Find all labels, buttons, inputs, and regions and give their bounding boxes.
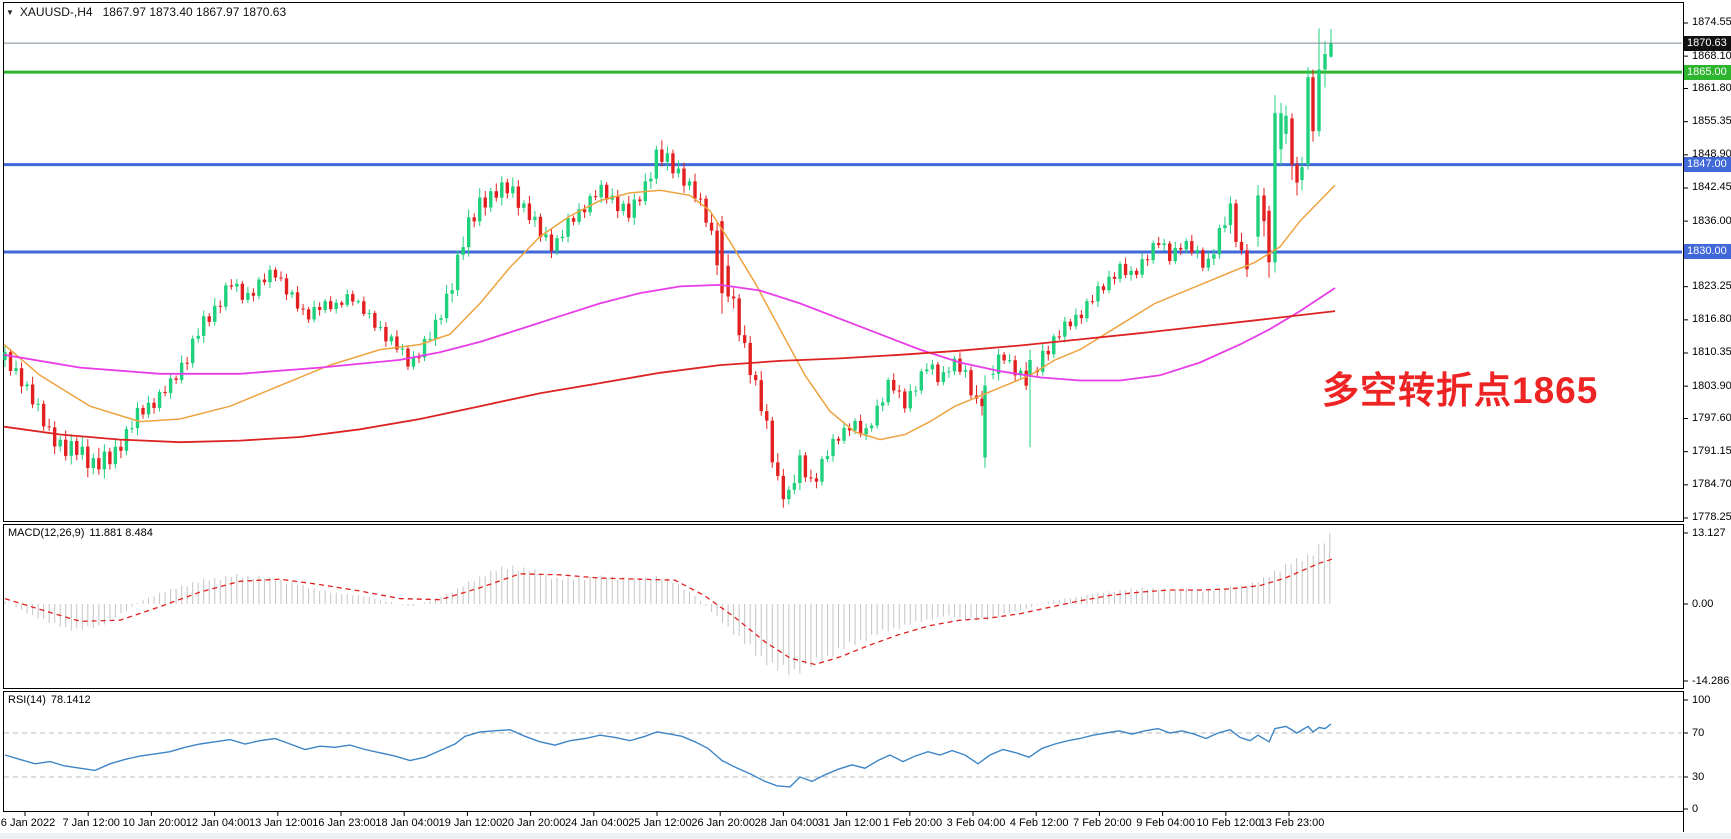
ma-mid-line [3, 283, 1336, 382]
time-axis-label: 10 Jan 20:00 [122, 817, 187, 829]
time-axis-label: 31 Jan 12:00 [817, 817, 882, 829]
time-axis-label: 13 Feb 23:00 [1259, 817, 1325, 829]
price-badge-1865.00: 1865.00 [1684, 64, 1731, 80]
price-axis-label: 1784.70 [1692, 478, 1731, 491]
price-badge-current: 1870.63 [1684, 35, 1731, 51]
window-bottom-strip [0, 833, 1731, 839]
macd-axis-label: 0.00 [1692, 597, 1714, 610]
time-axis-label: 6 Jan 2022 [0, 817, 56, 829]
price-axis-label: 1791.15 [1692, 445, 1731, 458]
macd-indicator-label: MACD(12,26,9) 11.881 8.484 [8, 527, 153, 539]
rsi-axis-label: 100 [1692, 693, 1711, 706]
time-axis-label: 24 Jan 04:00 [564, 817, 629, 829]
price-axis-label: 1816.80 [1692, 313, 1731, 326]
price-axis-label: 1778.25 [1692, 511, 1731, 524]
time-axis-label: 3 Feb 04:00 [946, 817, 1006, 829]
rsi-axis-label: 30 [1692, 770, 1705, 783]
time-axis-label: 25 Jan 12:00 [628, 817, 692, 829]
rsi-indicator-label: RSI(14) 78.1412 [8, 694, 91, 706]
time-axis-label: 7 Jan 12:00 [62, 817, 120, 829]
price-axis-label: 1861.80 [1692, 82, 1731, 95]
time-axis-label: 26 Jan 20:00 [691, 817, 755, 829]
macd-name: MACD(12,26,9) [8, 527, 85, 539]
time-axis-label: 16 Jan 23:00 [312, 817, 376, 829]
rsi-pane-frame [3, 691, 1684, 812]
main-pane-frame [3, 2, 1684, 522]
rsi-axis-label: 70 [1692, 726, 1705, 739]
ma-slow-line [3, 310, 1336, 444]
price-axis-label: 1868.10 [1692, 49, 1731, 62]
price-badge-1830.00: 1830.00 [1684, 244, 1731, 260]
ma-fast-line [3, 184, 1336, 441]
time-axis-label: 9 Feb 04:00 [1136, 817, 1195, 829]
rsi-value: 78.1412 [50, 694, 91, 706]
rsi-line [4, 723, 1332, 788]
time-axis-label: 12 Jan 04:00 [185, 817, 250, 829]
price-axis-label: 1855.35 [1692, 115, 1731, 128]
macd-axis-label: -14.286 [1692, 674, 1730, 687]
rsi-name: RSI(14) [8, 694, 46, 706]
time-axis-label: 7 Feb 20:00 [1073, 817, 1132, 829]
price-axis-label: 1803.90 [1692, 379, 1731, 392]
time-axis-label: 1 Feb 20:00 [883, 817, 943, 829]
price-axis-label: 1874.55 [1692, 16, 1731, 29]
time-axis-label: 28 Jan 04:00 [754, 817, 819, 829]
price-badge-1847.00: 1847.00 [1684, 157, 1731, 173]
ohlc-readout: 1867.97 1873.40 1867.97 1870.63 [102, 5, 287, 19]
time-axis-label: 20 Jan 20:00 [501, 817, 566, 829]
price-axis-label: 1836.00 [1692, 214, 1731, 227]
chart-title-bar: ▼ XAUUSD-,H4 1867.97 1873.40 1867.97 1870.… [6, 5, 286, 19]
macd-axis-label: 13.127 [1692, 526, 1726, 539]
macd-values: 11.881 8.484 [89, 527, 153, 539]
time-axis-label: 4 Feb 12:00 [1009, 817, 1069, 829]
price-axis-label: 1810.35 [1692, 346, 1731, 359]
symbol-dropdown-icon[interactable]: ▼ [6, 8, 14, 17]
rsi-axis-label: 0 [1692, 802, 1699, 815]
time-axis-label: 13 Jan 12:00 [248, 817, 313, 829]
macd-signal-line [4, 557, 1336, 666]
time-axis-label: 19 Jan 12:00 [438, 817, 503, 829]
price-axis-label: 1797.60 [1692, 412, 1731, 425]
time-axis-label: 18 Jan 04:00 [375, 817, 439, 829]
macd-pane-frame [3, 524, 1684, 689]
price-axis-label: 1823.25 [1692, 280, 1731, 293]
annotation-text: 多空转折点1865 [1322, 370, 1599, 411]
price-axis-label: 1842.45 [1692, 181, 1731, 194]
symbol-timeframe-label: XAUUSD-,H4 [19, 5, 93, 19]
time-axis-label: 10 Feb 12:00 [1196, 817, 1262, 829]
